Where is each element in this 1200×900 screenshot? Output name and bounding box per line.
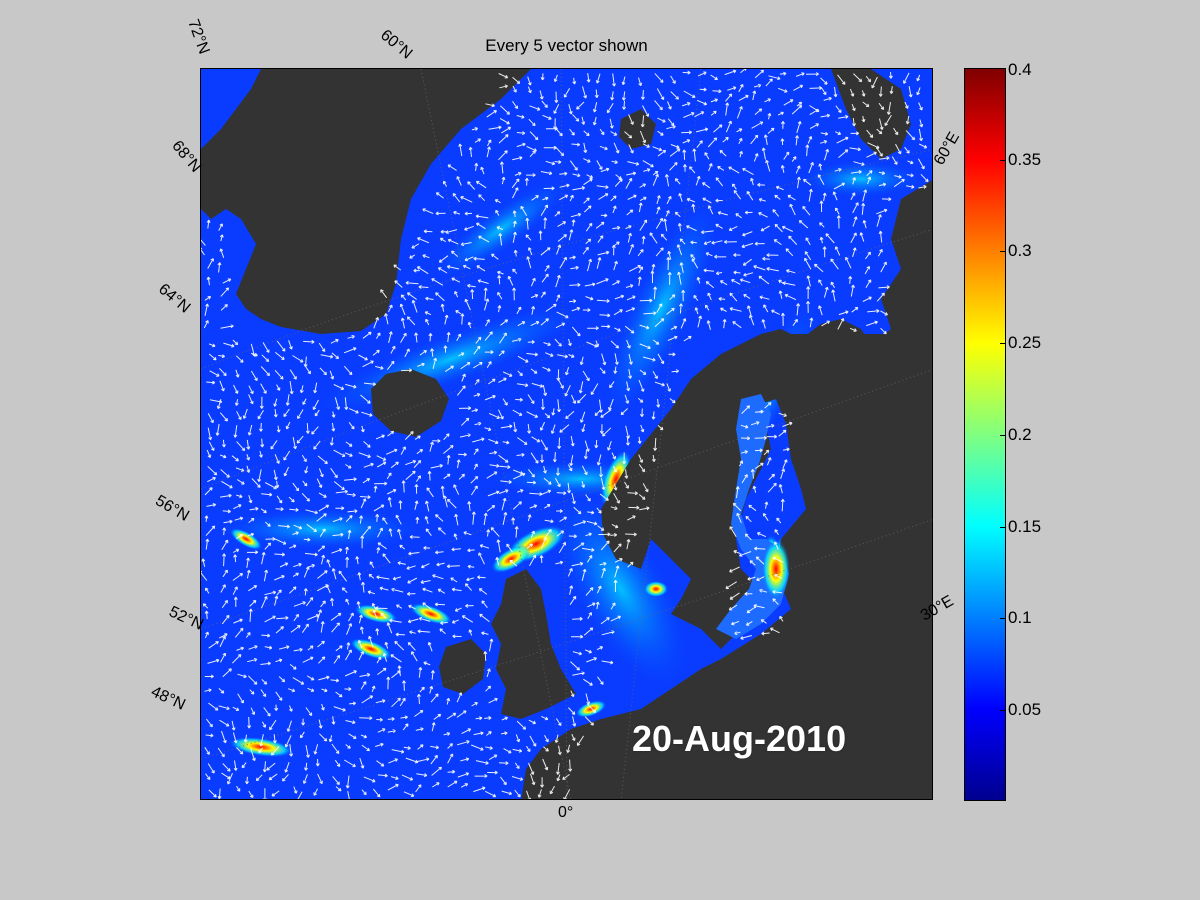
greenland: [201, 69, 531, 334]
plot-title: Every 5 vector shown: [485, 36, 648, 55]
france: [532, 719, 681, 799]
lon-label-60e: 60°E: [930, 129, 964, 169]
colorbar-tickmark: [1000, 618, 1006, 619]
colorbar-tickmark: [1000, 710, 1006, 711]
lat-label-64n: 64°N: [155, 280, 194, 317]
russia-north: [761, 180, 932, 344]
colorbar-tickmark: [1000, 160, 1006, 161]
vector-arrows: [201, 69, 929, 799]
colorbar-tick: 0.05: [1008, 700, 1042, 719]
colorbar-tick: 0.3: [1008, 241, 1032, 260]
colorbar-tickmark: [1000, 343, 1006, 344]
colorbar-tickmark: [1000, 251, 1006, 252]
ireland: [439, 639, 486, 694]
graticule: [201, 69, 932, 799]
land: [201, 69, 932, 799]
scandinavia: [521, 334, 932, 799]
colorbar-tick: 0.35: [1008, 150, 1042, 169]
svalbard: [619, 109, 656, 149]
lat-label-56n: 56°N: [152, 492, 192, 525]
colorbar-tick: 0.1: [1008, 608, 1032, 627]
current-speed-map: [200, 68, 933, 800]
great-britain: [491, 569, 576, 719]
colorbar-tickmark: [1000, 435, 1006, 436]
colorbar-tickmark: [1000, 527, 1006, 528]
colorbar-tick: 0.25: [1008, 333, 1042, 352]
lon-label-top: 60°N: [377, 26, 416, 63]
colorbar-tick: 0.4: [1008, 60, 1032, 79]
baltic-sea: [716, 394, 790, 639]
colorbar-tick: 0.15: [1008, 517, 1042, 536]
lat-label-68n: 68°N: [168, 137, 205, 176]
lat-label-48n: 48°N: [148, 683, 188, 714]
lon-label-0: 0°: [558, 804, 574, 821]
iceland: [371, 369, 449, 437]
map-svg: [201, 69, 932, 799]
colorbar-tick: 0.2: [1008, 425, 1032, 444]
current-vectors: [201, 69, 929, 799]
colorbar: [964, 68, 1006, 801]
date-label: 20-Aug-2010: [632, 718, 847, 759]
